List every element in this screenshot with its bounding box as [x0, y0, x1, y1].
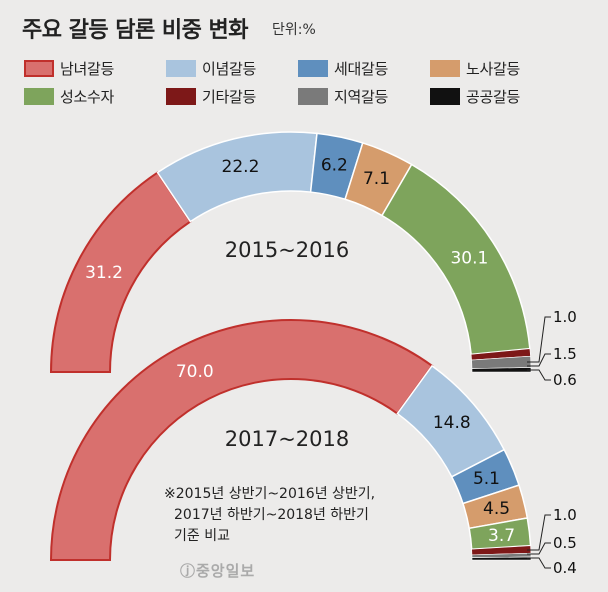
legend-swatch-other	[166, 88, 196, 105]
legend-label-other: 기타갈등	[202, 88, 257, 106]
footnote-line-2: 2017년 하반기~2018년 하반기	[174, 507, 369, 523]
legend-item-generation: 세대갈등	[298, 58, 426, 79]
legend-label-region: 지역갈등	[334, 88, 389, 106]
legend-label-gender: 남녀갈등	[60, 60, 115, 78]
data-label-0-labor: 7.1	[363, 169, 390, 189]
data-label-1-gender: 70.0	[176, 362, 214, 382]
half-donut-0: 31.2 22.2 6.2 7.1 30.1 1.0 1.5 0.6	[49, 131, 577, 389]
legend-label-public: 공공갈등	[466, 88, 521, 106]
unit-label: 단위:%	[272, 22, 316, 38]
legend-item-other: 기타갈등	[166, 86, 294, 107]
legend-swatch-ideology	[166, 60, 196, 77]
legend-swatch-minority	[24, 88, 54, 105]
legend-item-public: 공공갈등	[430, 86, 570, 107]
callout-line-0-region	[527, 353, 551, 367]
chart-title: 주요 갈등 담론 비중 변화	[22, 18, 249, 43]
callout-label-1-other: 1.0	[553, 506, 577, 524]
legend-swatch-region	[298, 88, 328, 105]
callout-label-1-public: 0.4	[553, 559, 577, 577]
data-label-1-labor: 4.5	[483, 499, 510, 519]
legend-swatch-generation	[298, 60, 328, 77]
period-title-0: 2015~2016	[225, 238, 349, 262]
footnote: ※2015년 상반기~2016년 상반기, 2017년 하반기~2018년 하반…	[164, 484, 375, 547]
callout-line-0-other	[527, 316, 551, 363]
legend-item-labor: 노사갈등	[430, 58, 570, 79]
legend-item-region: 지역갈등	[298, 86, 426, 107]
legend-label-labor: 노사갈등	[466, 60, 521, 78]
callout-label-0-region: 1.5	[553, 345, 577, 363]
footnote-line-3: 기준 비교	[174, 528, 230, 544]
legend-item-gender: 남녀갈등	[24, 58, 162, 79]
legend-swatch-labor	[430, 60, 460, 77]
legend-label-generation: 세대갈등	[334, 60, 389, 78]
callout-line-1-region	[527, 542, 551, 555]
callout-line-1-other	[527, 514, 551, 551]
data-label-0-ideology: 22.2	[222, 157, 260, 177]
legend-swatch-gender	[24, 60, 54, 77]
data-label-0-generation: 6.2	[321, 155, 348, 175]
data-label-0-gender: 31.2	[85, 263, 123, 283]
data-label-1-generation: 5.1	[473, 469, 500, 489]
callout-label-1-region: 0.5	[553, 534, 577, 552]
legend-item-ideology: 이념갈등	[166, 58, 294, 79]
footnote-line-1: ※2015년 상반기~2016년 상반기,	[164, 486, 376, 502]
legend-label-minority: 성소수자	[60, 88, 115, 106]
callout-label-0-other: 1.0	[553, 308, 577, 326]
callout-line-1-public	[527, 557, 551, 569]
slice-1-public	[471, 556, 532, 561]
data-label-1-minority: 3.7	[488, 526, 515, 546]
half-donut-1: 70.0 14.8 5.1 4.5 3.7 1.0 0.5 0.4	[49, 319, 577, 577]
period-title-1: 2017~2018	[225, 427, 349, 451]
callout-line-0-public	[527, 369, 551, 381]
legend-item-minority: 성소수자	[24, 86, 162, 107]
legend-label-ideology: 이념갈등	[202, 60, 257, 78]
slice-0-public	[471, 367, 532, 373]
data-label-0-minority: 30.1	[450, 248, 488, 268]
publisher-logo: ⓙ중앙일보	[180, 562, 256, 580]
slice-1-gender	[49, 319, 434, 561]
data-label-1-ideology: 14.8	[433, 413, 471, 433]
legend-swatch-public	[430, 88, 460, 105]
callout-label-0-public: 0.6	[553, 371, 577, 389]
